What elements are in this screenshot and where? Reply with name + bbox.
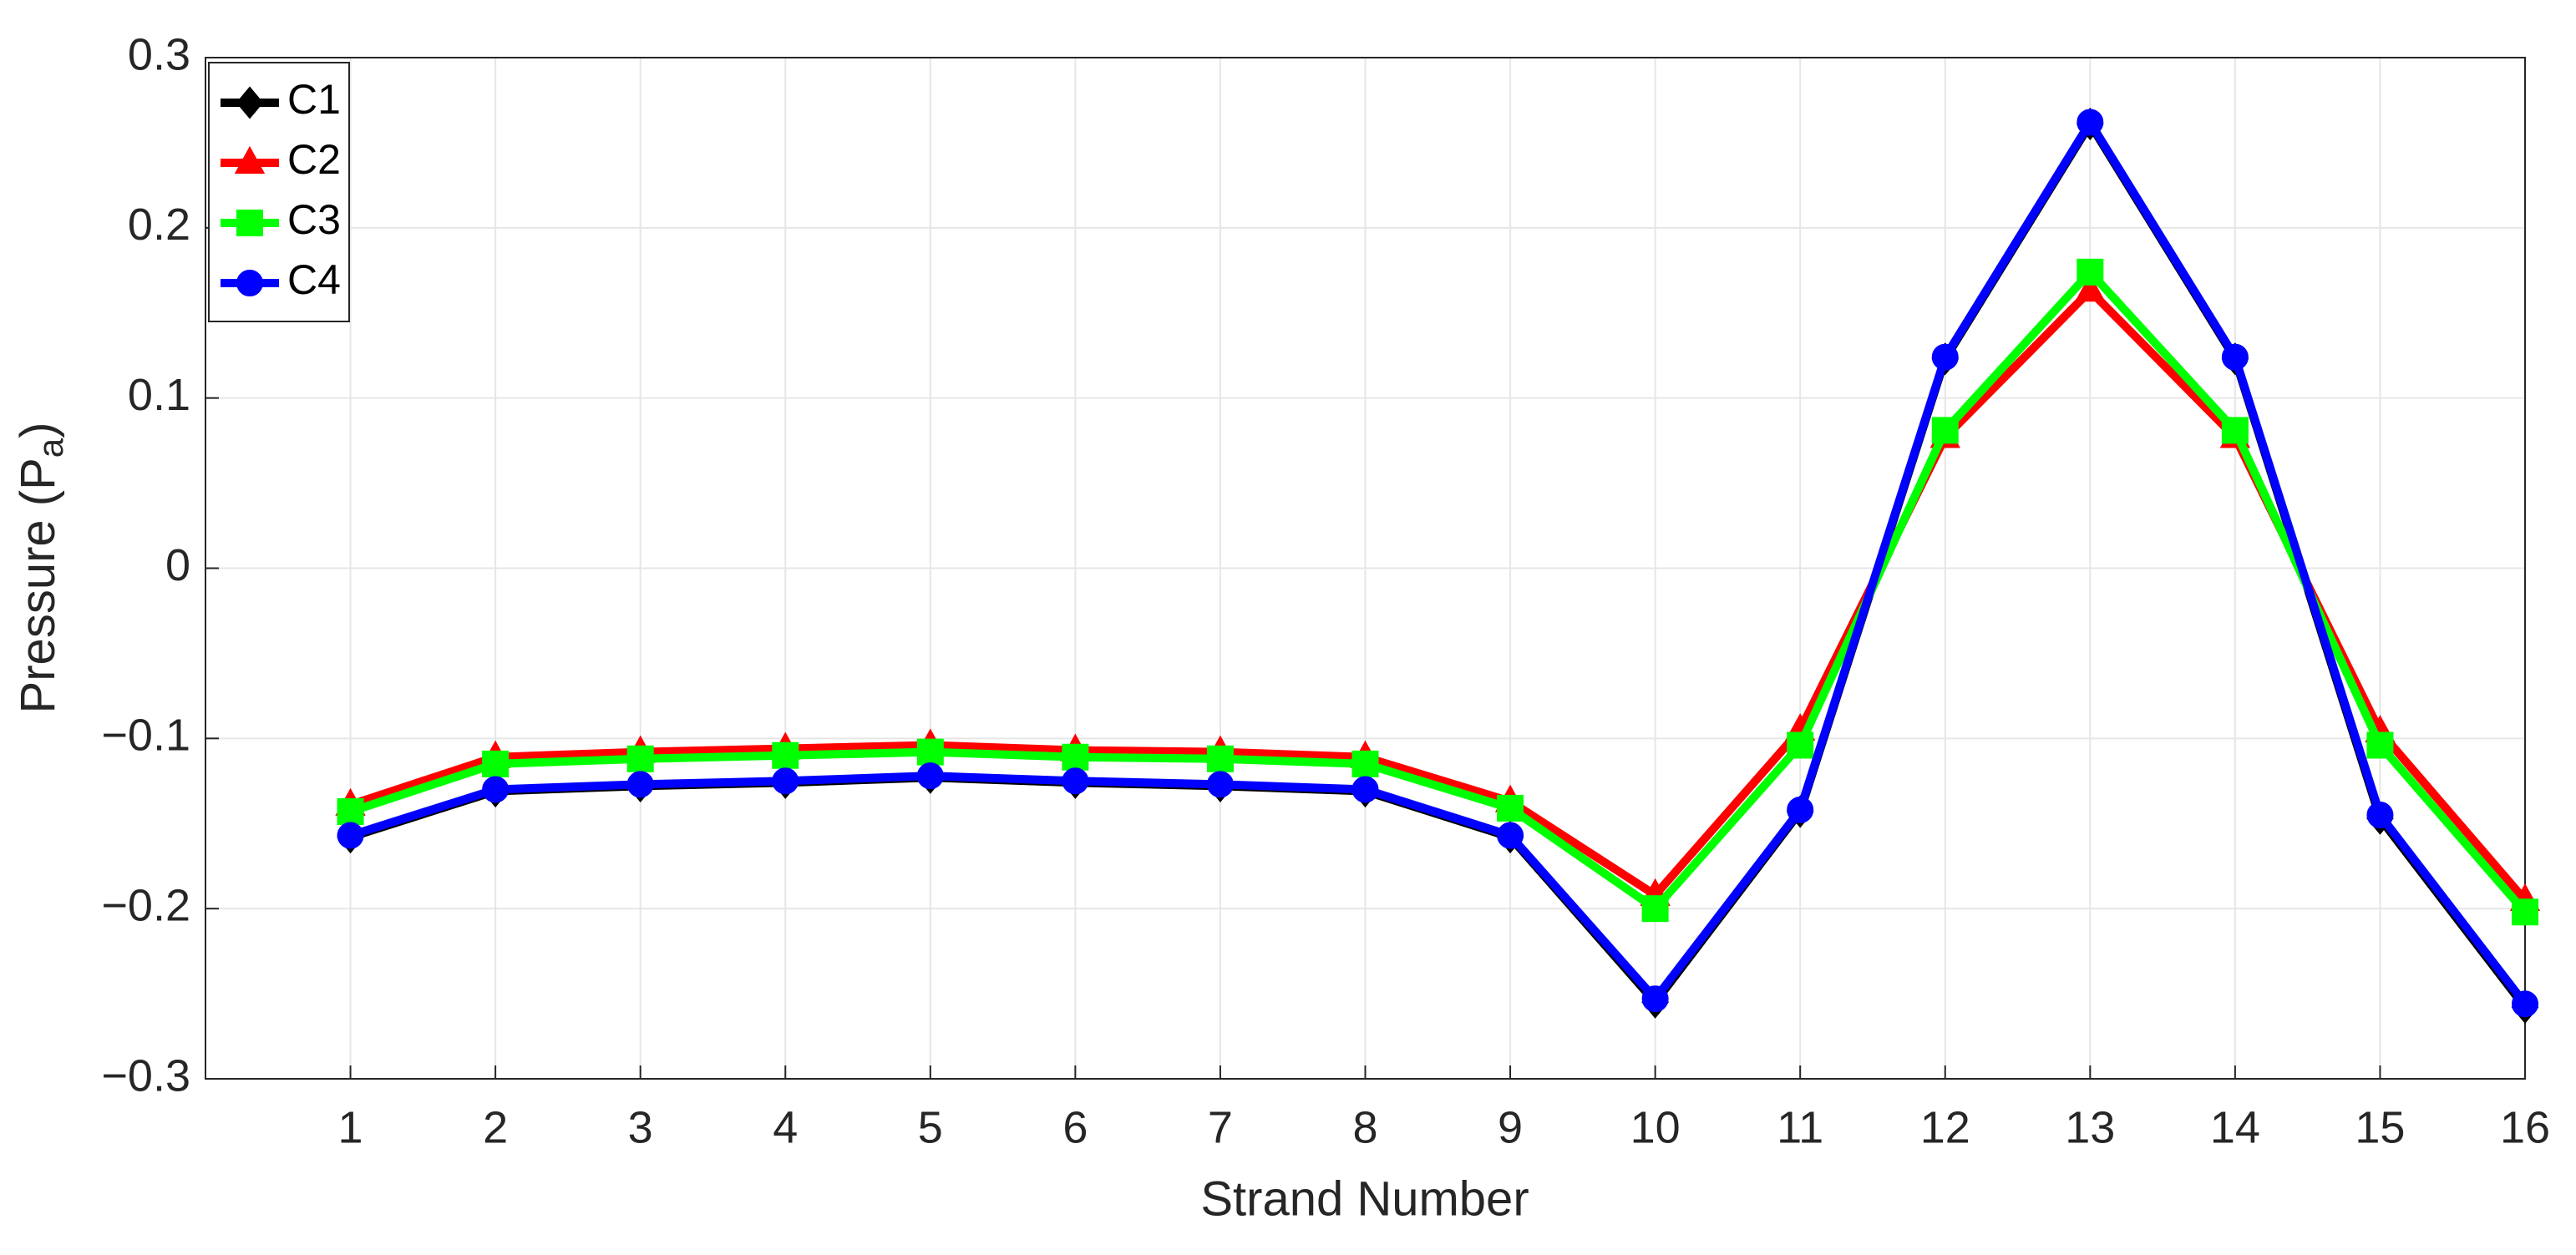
y-axis-label-sub: a (31, 438, 70, 458)
x-tick-label: 13 (2065, 1102, 2115, 1152)
marker (234, 145, 266, 174)
y-tick-label: 0.1 (128, 370, 190, 420)
x-tick-label: 16 (2500, 1102, 2550, 1152)
marker (772, 741, 799, 769)
marker (1497, 794, 1524, 822)
x-tick-label: 8 (1352, 1102, 1377, 1152)
marker (1062, 767, 1089, 795)
marker (2075, 274, 2106, 302)
y-tick-label: −0.3 (101, 1050, 190, 1101)
x-tick-label: 5 (918, 1102, 943, 1152)
x-tick-label: 10 (1630, 1102, 1681, 1152)
series-line (349, 286, 2528, 903)
marker (2077, 109, 2104, 136)
marker (1351, 750, 1379, 777)
y-axis-label-main: Pressure (P (11, 458, 65, 713)
x-tick-label: 14 (2210, 1102, 2260, 1152)
axes-box (205, 57, 2526, 1080)
marker (236, 86, 264, 119)
marker (1206, 745, 1234, 772)
y-tick-label: 0.2 (128, 200, 190, 250)
x-axis-label: Strand Number (1200, 1172, 1529, 1226)
legend: C1 C2 C3 C4 (208, 62, 350, 322)
marker (772, 767, 799, 795)
x-tick-label: 7 (1208, 1102, 1233, 1152)
x-tick-label: 9 (1498, 1102, 1523, 1152)
series-line (349, 118, 2528, 1007)
y-tick-label: −0.2 (101, 880, 190, 930)
x-tick-label: 12 (1920, 1102, 1970, 1152)
marker (1641, 895, 1669, 923)
marker (1062, 743, 1089, 771)
y-axis-label: Pressure (Pa) (11, 423, 70, 714)
marker (2512, 898, 2538, 926)
x-tick-label: 3 (628, 1102, 653, 1152)
marker (1351, 776, 1379, 803)
marker (236, 270, 263, 296)
legend-label: C4 (287, 256, 341, 303)
marker (337, 822, 364, 849)
legend-label: C3 (287, 196, 341, 243)
marker (236, 210, 263, 236)
x-tick-label: 1 (338, 1102, 363, 1152)
marker (2512, 990, 2538, 1018)
legend-label: C2 (287, 136, 341, 183)
marker (482, 776, 510, 803)
y-tick-label: −0.1 (101, 711, 190, 761)
marker (2366, 802, 2394, 829)
marker (2366, 731, 2394, 759)
marker (626, 745, 654, 772)
y-axis-label-end: ) (11, 423, 65, 438)
marker (2077, 258, 2104, 286)
marker (1641, 985, 1669, 1013)
x-tick-label: 4 (773, 1102, 798, 1152)
marker (626, 771, 654, 798)
marker (1787, 731, 1814, 759)
marker (916, 762, 944, 790)
x-tick-label: 15 (2355, 1102, 2405, 1152)
marker (1497, 822, 1524, 849)
y-tick-label: 0.3 (128, 29, 190, 79)
marker (337, 797, 364, 825)
marker (2221, 417, 2249, 444)
marker (1931, 343, 1959, 371)
marker (1787, 796, 1814, 823)
y-tick-label: 0 (165, 540, 190, 590)
x-tick-label: 6 (1062, 1102, 1088, 1152)
marker (1206, 771, 1234, 798)
marker (2221, 343, 2249, 371)
x-tick-label: 2 (483, 1102, 508, 1152)
marker (916, 738, 944, 766)
marker (1931, 417, 1959, 444)
x-tick-label: 11 (1777, 1102, 1823, 1152)
legend-label: C1 (287, 76, 341, 123)
series-line (349, 267, 2528, 915)
marker (482, 750, 510, 777)
